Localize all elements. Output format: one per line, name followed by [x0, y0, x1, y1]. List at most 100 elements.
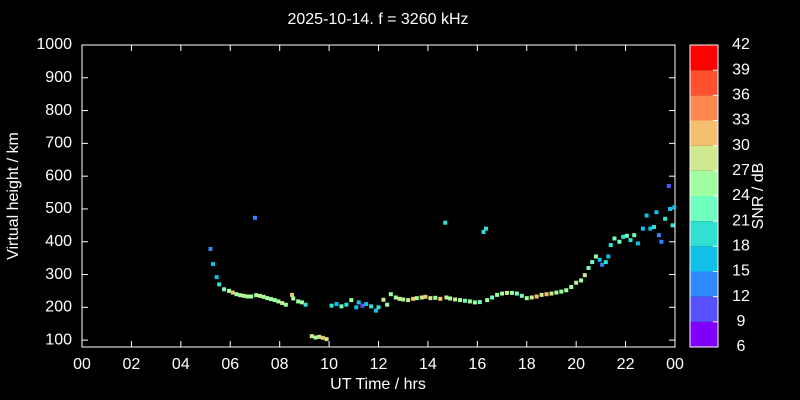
data-point — [214, 275, 219, 280]
x-tick-label: 12 — [370, 356, 388, 373]
data-point — [539, 292, 544, 297]
data-point — [269, 297, 274, 302]
data-point — [385, 302, 390, 307]
data-point — [401, 297, 406, 302]
x-tick-label: 04 — [172, 356, 190, 373]
data-point — [612, 236, 617, 241]
data-point — [477, 300, 482, 305]
data-point — [544, 292, 549, 297]
data-point — [656, 233, 661, 238]
colorbar-band — [690, 296, 718, 322]
data-point — [356, 300, 361, 305]
y-tick-label: 500 — [45, 200, 72, 217]
data-point — [472, 300, 477, 305]
x-tick-label: 10 — [320, 356, 338, 373]
data-point — [276, 299, 281, 304]
data-point — [369, 304, 374, 309]
x-tick-label: 02 — [123, 356, 141, 373]
colorbar-band — [690, 95, 718, 121]
colorbar-band — [690, 70, 718, 96]
data-point — [582, 273, 587, 278]
data-point — [406, 298, 411, 303]
data-point — [617, 239, 622, 244]
colorbar-tick-label: 36 — [732, 87, 750, 104]
data-point — [265, 296, 270, 301]
data-point — [495, 292, 500, 297]
data-point — [659, 239, 664, 244]
data-point — [586, 265, 591, 270]
data-point — [606, 254, 611, 259]
data-point — [309, 334, 314, 339]
data-point — [574, 280, 579, 285]
x-tick-label: 22 — [617, 356, 635, 373]
data-point — [411, 296, 416, 301]
data-point — [485, 298, 490, 303]
colorbar-tick-label: 12 — [732, 288, 750, 305]
x-tick-label: 20 — [567, 356, 585, 373]
colorbar-tick-label: 18 — [732, 238, 750, 255]
data-point — [257, 293, 262, 298]
data-point — [230, 290, 235, 295]
data-point — [624, 233, 629, 238]
data-point — [238, 293, 243, 298]
data-point — [280, 301, 285, 306]
data-point — [644, 213, 649, 218]
data-point — [349, 298, 354, 303]
data-point — [467, 299, 472, 304]
y-tick-label: 200 — [45, 299, 72, 316]
colorbar-tick-label: 6 — [737, 338, 746, 355]
data-point — [559, 289, 564, 294]
data-point — [448, 296, 453, 301]
data-point — [500, 291, 505, 296]
data-point — [381, 297, 386, 302]
x-tick-label: 08 — [271, 356, 289, 373]
data-point — [334, 302, 339, 307]
data-point — [504, 290, 509, 295]
y-tick-label: 400 — [45, 233, 72, 250]
colorbar-band — [690, 45, 718, 71]
data-point — [423, 294, 428, 299]
x-tick-label: 14 — [419, 356, 437, 373]
data-point — [428, 296, 433, 301]
data-point — [291, 296, 296, 301]
data-point — [590, 260, 595, 265]
data-point — [524, 296, 529, 301]
data-point — [261, 294, 266, 299]
data-point — [483, 226, 488, 231]
data-point — [433, 295, 438, 300]
data-point — [210, 262, 215, 267]
data-point — [208, 246, 213, 251]
colorbar-band — [690, 321, 718, 347]
y-tick-label: 900 — [45, 69, 72, 86]
x-tick-label: 16 — [468, 356, 486, 373]
data-point — [670, 223, 675, 228]
data-point — [554, 290, 559, 295]
data-point — [666, 183, 671, 188]
colorbar-tick-label: 42 — [732, 36, 750, 53]
colorbar-band — [690, 120, 718, 146]
colorbar-tick-label: 15 — [732, 263, 750, 280]
colorbar-band — [690, 271, 718, 297]
colorbar-tick-label: 24 — [732, 187, 750, 204]
colorbar-band — [690, 246, 718, 272]
colorbar-tick-label: 33 — [732, 112, 750, 129]
colorbar-band — [690, 145, 718, 171]
data-point — [303, 302, 308, 307]
data-point — [374, 308, 379, 313]
data-point — [313, 335, 318, 340]
data-point — [241, 293, 246, 298]
colorbar-band — [690, 221, 718, 247]
data-point — [509, 290, 514, 295]
data-point — [635, 241, 640, 246]
data-point — [481, 229, 486, 234]
data-point — [600, 262, 605, 267]
data-point — [272, 298, 277, 303]
colorbar-label: SNR / dB — [750, 163, 767, 230]
data-point — [672, 205, 677, 210]
data-point — [296, 299, 301, 304]
data-point — [344, 302, 349, 307]
data-point — [249, 294, 254, 299]
data-point — [529, 295, 534, 300]
data-point — [564, 288, 569, 293]
